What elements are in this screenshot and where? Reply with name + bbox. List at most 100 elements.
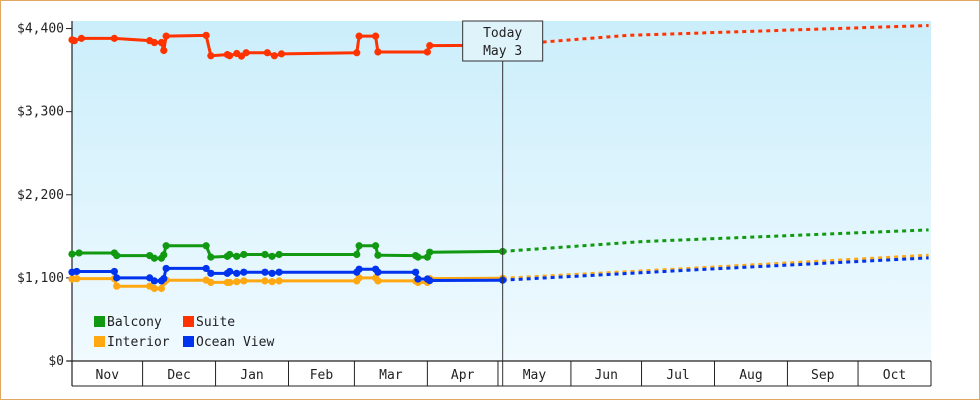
data-point-suite: [353, 49, 361, 57]
forecast-line-interior: [502, 253, 929, 280]
y-tick-label: $0: [48, 354, 64, 369]
data-point-balcony: [240, 250, 248, 259]
today-box: [462, 20, 544, 62]
data-point-ocean-view: [162, 264, 170, 273]
data-point-balcony: [162, 242, 170, 250]
month-label-jul: Jul: [666, 368, 689, 383]
data-point-balcony: [261, 250, 269, 259]
data-point-interior: [261, 277, 269, 285]
data-point-balcony: [68, 250, 76, 258]
data-point-ocean-view: [202, 264, 210, 273]
data-point-ocean-view: [226, 267, 234, 276]
data-point-suite: [157, 38, 166, 47]
data-point-interior: [355, 274, 363, 282]
data-point-ocean-view: [207, 269, 215, 277]
legend-swatch-suite: [183, 316, 194, 327]
data-point-balcony: [275, 250, 283, 259]
month-label-dec: Dec: [167, 368, 190, 383]
y-tick-label: $1,100: [17, 271, 64, 286]
data-point-balcony: [233, 252, 241, 260]
data-point-suite: [207, 52, 215, 60]
data-point-interior: [275, 277, 283, 285]
data-point-suite: [371, 32, 380, 40]
data-point-interior: [374, 277, 382, 285]
legend-swatch-balcony: [94, 316, 105, 327]
data-point-balcony: [371, 242, 380, 250]
forecast-line-balcony: [502, 228, 929, 253]
data-point-balcony: [160, 251, 168, 259]
legend-swatch-interior: [94, 336, 105, 347]
y-tick-label: $2,200: [17, 188, 64, 203]
data-point-suite: [160, 46, 168, 55]
y-tick-label: $3,300: [17, 105, 64, 120]
month-label-aug: Aug: [739, 368, 762, 383]
data-point-balcony: [374, 251, 382, 259]
month-label-may: May: [523, 368, 547, 383]
data-point-interior: [73, 275, 81, 283]
data-point-ocean-view: [233, 269, 241, 277]
data-point-suite: [423, 48, 431, 56]
month-label-nov: Nov: [96, 368, 120, 383]
data-point-balcony: [75, 249, 83, 257]
data-point-suite: [226, 52, 234, 60]
data-point-ocean-view: [160, 275, 168, 283]
legend-label-ocean-view: Ocean View: [196, 335, 274, 350]
data-point-ocean-view: [275, 268, 283, 276]
data-point-suite: [150, 38, 158, 47]
data-point-interior: [233, 278, 241, 286]
data-point-suite: [162, 32, 170, 40]
legend-label-balcony: Balcony: [107, 315, 162, 330]
data-point-suite: [355, 32, 363, 40]
forecast-line-suite: [502, 24, 929, 47]
month-label-sep: Sep: [811, 368, 835, 383]
data-point-ocean-view: [150, 277, 158, 285]
month-label-jun: Jun: [594, 368, 617, 383]
data-point-balcony: [202, 242, 210, 250]
data-point-suite: [202, 31, 210, 39]
today-label: Today: [483, 26, 522, 41]
data-point-interior: [150, 284, 158, 293]
data-point-balcony: [353, 250, 361, 259]
data-point-suite: [277, 50, 286, 58]
month-label-oct: Oct: [883, 368, 906, 383]
data-point-suite: [77, 34, 86, 42]
data-point-suite: [110, 34, 118, 42]
data-point-balcony: [150, 254, 158, 262]
y-tick-label: $4,400: [17, 22, 64, 37]
month-label-jan: Jan: [240, 368, 263, 383]
data-point-balcony: [226, 250, 234, 259]
data-point-ocean-view: [374, 268, 382, 276]
data-point-balcony: [426, 248, 434, 256]
data-point-interior: [226, 278, 234, 287]
plot-background: [72, 21, 931, 361]
data-point-balcony: [268, 252, 276, 260]
data-point-suite: [263, 49, 271, 57]
legend-label-interior: Interior: [107, 335, 170, 350]
data-point-ocean-view: [426, 276, 434, 285]
data-point-suite: [374, 48, 382, 56]
data-point-suite: [242, 49, 250, 57]
data-point-suite: [70, 37, 78, 45]
legend-label-suite: Suite: [196, 315, 235, 330]
data-point-ocean-view: [73, 267, 81, 276]
data-point-ocean-view: [110, 267, 118, 276]
data-point-ocean-view: [414, 275, 422, 283]
data-point-ocean-view: [268, 269, 276, 277]
legend-swatch-ocean-view: [183, 336, 194, 347]
data-point-ocean-view: [355, 265, 363, 273]
data-point-balcony: [414, 253, 422, 261]
month-label-feb: Feb: [310, 368, 334, 383]
data-point-suite: [270, 52, 278, 60]
data-point-interior: [240, 277, 248, 285]
data-point-interior: [157, 284, 166, 293]
data-point-interior: [113, 282, 121, 290]
today-date-label: May 3: [483, 44, 522, 59]
data-point-suite: [426, 41, 434, 50]
data-point-balcony: [207, 253, 215, 261]
data-point-ocean-view: [240, 268, 248, 276]
month-label-mar: Mar: [379, 368, 403, 383]
data-point-balcony: [113, 252, 121, 260]
data-point-balcony: [355, 242, 363, 250]
